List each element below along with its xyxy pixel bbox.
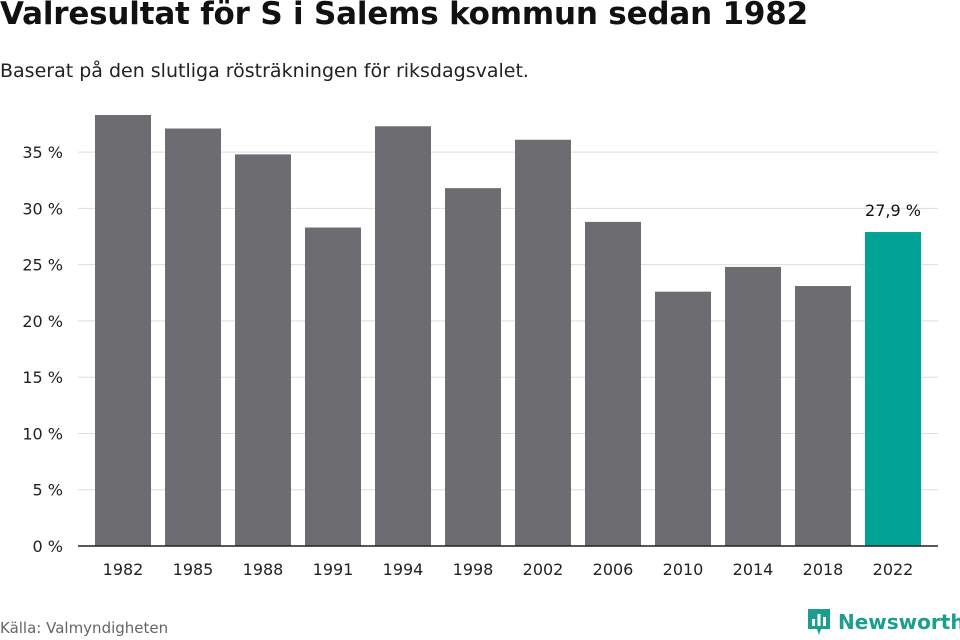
bar	[865, 232, 921, 546]
bar	[585, 221, 641, 546]
bar	[375, 126, 431, 546]
x-tick-label: 2022	[873, 560, 914, 579]
x-tick-label: 1988	[243, 560, 284, 579]
bar	[165, 128, 221, 547]
source-note: Källa: Valmyndigheten	[0, 619, 169, 637]
bar	[95, 115, 151, 546]
y-tick-label: 35 %	[22, 143, 63, 162]
y-tick-label: 20 %	[22, 312, 63, 331]
brand-name: Newsworthy	[838, 610, 960, 634]
y-tick-label: 10 %	[22, 424, 63, 443]
y-tick-label: 15 %	[22, 368, 63, 387]
x-tick-label: 1994	[383, 560, 424, 579]
bar	[305, 227, 361, 546]
x-tick-label: 2014	[733, 560, 774, 579]
bar	[655, 291, 711, 546]
bar	[235, 154, 291, 547]
bar-chart-logo-icon	[808, 609, 830, 635]
chart-title: Valresultat för S i Salems kommun sedan …	[0, 0, 809, 32]
data-label: 27,9 %	[865, 201, 921, 220]
y-tick-label: 5 %	[33, 481, 63, 500]
x-tick-label: 2002	[523, 560, 564, 579]
x-tick-label: 1982	[103, 560, 144, 579]
y-tick-label: 30 %	[22, 199, 63, 218]
bar	[725, 266, 781, 546]
bar	[515, 139, 571, 546]
y-tick-label: 25 %	[22, 256, 63, 275]
x-tick-label: 2018	[803, 560, 844, 579]
x-tick-label: 2006	[593, 560, 634, 579]
x-tick-label: 1985	[173, 560, 214, 579]
x-tick-label: 1998	[453, 560, 494, 579]
bar	[445, 188, 501, 546]
x-tick-label: 2010	[663, 560, 704, 579]
brand-logo: Newsworthy	[806, 606, 960, 638]
y-tick-label: 0 %	[33, 537, 63, 556]
x-tick-label: 1991	[313, 560, 354, 579]
chart-subtitle: Baserat på den slutliga rösträkningen fö…	[0, 60, 529, 82]
bar	[795, 286, 851, 546]
